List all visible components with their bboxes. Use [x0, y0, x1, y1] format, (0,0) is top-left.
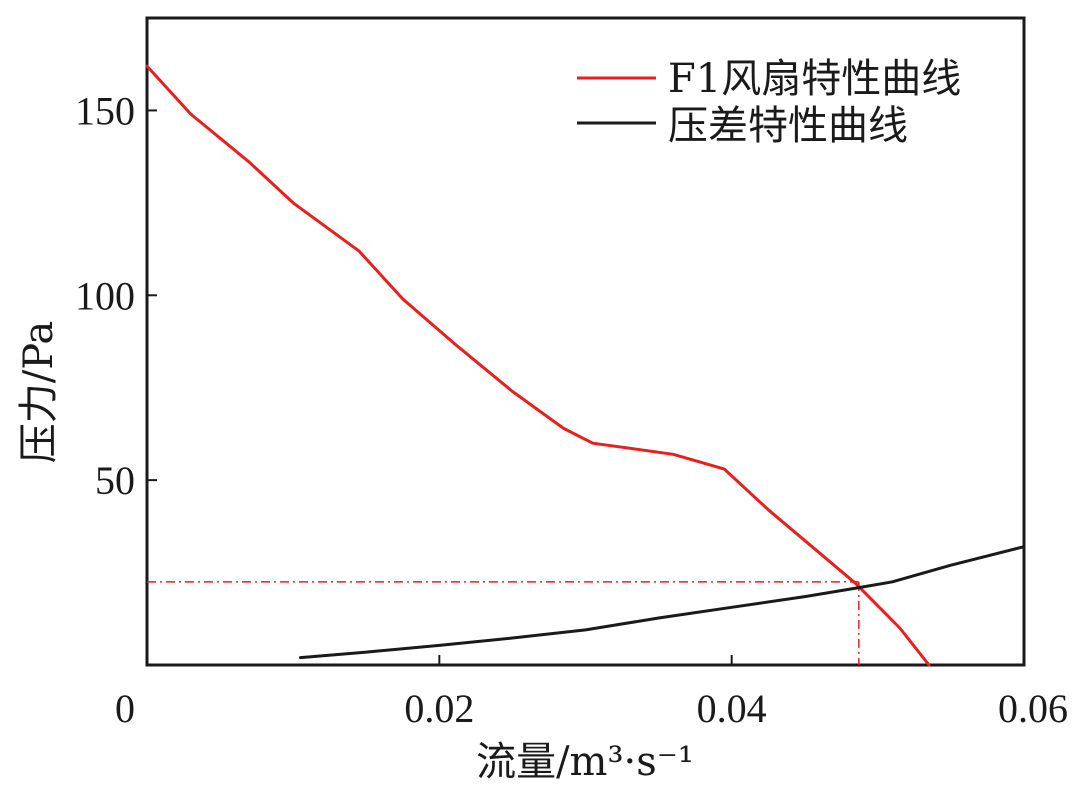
x-axis-title: 流量/m³·s⁻¹	[476, 739, 694, 785]
intersection-guides	[147, 581, 860, 665]
y-tick-label: 100	[75, 273, 135, 318]
y-tick-label: 150	[75, 88, 135, 133]
legend-label-pressure-curve: 压差特性曲线	[668, 103, 908, 149]
x-tick-label: 0.02	[404, 686, 474, 731]
plot-area	[145, 16, 1026, 667]
fan-characteristic-curve	[145, 64, 931, 667]
y-axis-title: 压力/Pa	[16, 321, 62, 463]
axis-ticks: 0 0.02 0.04 0.06 50 100 150	[75, 88, 1068, 731]
series-lines	[145, 64, 1026, 667]
legend: F1风扇特性曲线 压差特性曲线	[577, 56, 961, 149]
x-tick-label: 0.04	[697, 686, 767, 731]
x-tick-label: 0.06	[998, 686, 1068, 731]
legend-label-fan-curve: F1风扇特性曲线	[668, 56, 961, 102]
x-tick-label: 0	[115, 686, 135, 731]
y-tick-label: 50	[95, 458, 135, 503]
pressure-difference-curve	[299, 545, 1026, 660]
